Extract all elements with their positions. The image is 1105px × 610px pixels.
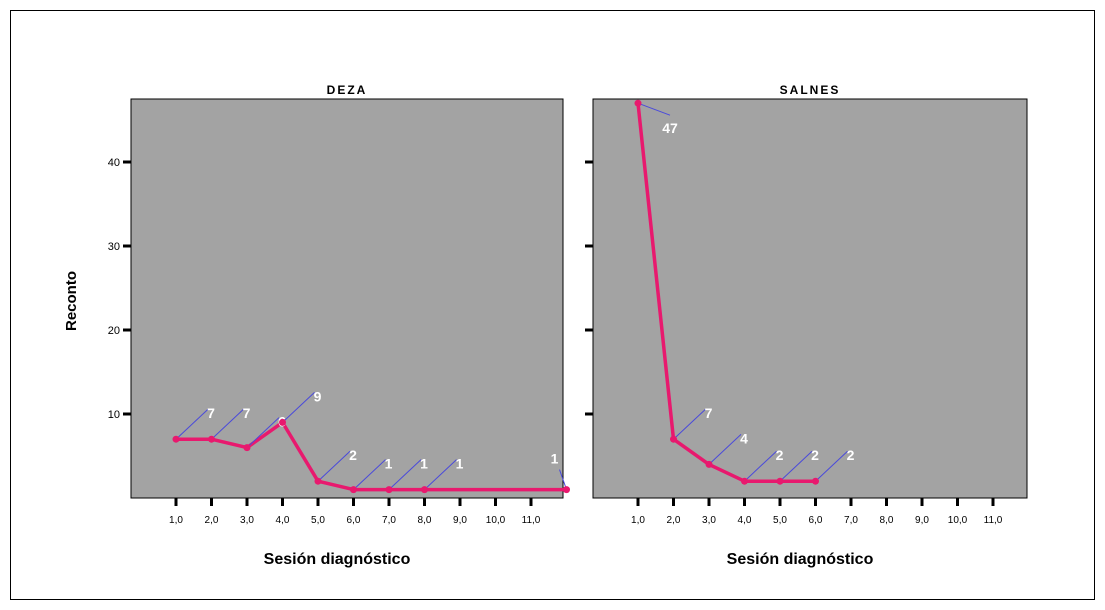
- data-label: 47: [662, 120, 678, 136]
- data-point: [776, 477, 784, 485]
- leader-line: [175, 408, 209, 440]
- x-tick-label: 7,0: [844, 515, 858, 526]
- x-tick-label: 8,0: [418, 515, 432, 526]
- leader-line: [353, 459, 386, 490]
- data-label: 1: [551, 451, 559, 467]
- data-point: [314, 477, 322, 485]
- x-tick-label: 8,0: [880, 515, 894, 526]
- data-label: 4: [740, 430, 748, 446]
- leader-line: [246, 417, 280, 448]
- data-label: 2: [811, 447, 819, 463]
- data-point: [279, 418, 286, 426]
- x-tick-label: 4,0: [738, 515, 752, 526]
- x-tick-label: 5,0: [773, 515, 787, 526]
- x-tick-label: 10,0: [486, 515, 506, 526]
- data-label: 1: [456, 456, 464, 472]
- panel-salnes: SALNES 1,0 2,0 3,0 4,0 5,0 6,0 7,0 8,0 9,0 10,0 11,…: [585, 83, 1028, 568]
- x-tick-label: 10,0: [948, 515, 968, 526]
- chart-panels: DEZA 10 20 30 40 1,0 2,0 3,0 4,0 5,0 6,0 7,0 8,0 9,0 1…: [108, 83, 1028, 568]
- x-tick-label: 9,0: [453, 515, 467, 526]
- leader-line: [559, 469, 567, 490]
- x-tick-label: 6,0: [809, 515, 823, 526]
- data-label: 7: [705, 405, 713, 421]
- leader-line: [211, 408, 244, 440]
- x-tick-label: 3,0: [240, 515, 254, 526]
- data-label: 7: [207, 405, 215, 421]
- x-axis-label: Sesión diagnóstico: [727, 551, 874, 568]
- data-point: [670, 435, 677, 443]
- plot-area: [592, 98, 1028, 499]
- data-label: 2: [847, 447, 855, 463]
- data-label: 7: [243, 405, 251, 421]
- line-chart: Reconto DEZA 10 20 30 40 1,0 2,0 3,0 4,0 5,0 6,0 7,…: [63, 83, 1028, 568]
- x-tick-label: 2,0: [667, 515, 681, 526]
- x-tick-label: 4,0: [276, 515, 290, 526]
- plot-area: [130, 98, 564, 499]
- data-label: 2: [349, 447, 357, 463]
- data-point: [421, 486, 428, 494]
- x-tick-label: 1,0: [631, 515, 645, 526]
- data-point: [172, 435, 180, 443]
- leader-line: [317, 450, 351, 482]
- leader-line: [779, 450, 813, 482]
- data-label: 1: [420, 456, 428, 472]
- data-point: [741, 477, 748, 485]
- x-tick-label: 3,0: [702, 515, 716, 526]
- panel-title: DEZA: [327, 83, 368, 97]
- y-tick-label: 10: [108, 409, 120, 421]
- chart-frame: Reconto DEZA 10 20 30 40 1,0 2,0 3,0 4,0 5,0 6,0 7,…: [10, 10, 1095, 600]
- x-tick-label: 9,0: [915, 515, 929, 526]
- data-point: [385, 486, 393, 494]
- x-tick-label: 7,0: [382, 515, 396, 526]
- leader-line: [673, 408, 706, 440]
- x-tick-label: 11,0: [984, 515, 1003, 526]
- x-tick-label: 2,0: [205, 515, 219, 526]
- x-tick-label: 11,0: [522, 515, 541, 526]
- data-label: 9: [314, 388, 322, 404]
- data-point: [812, 477, 819, 485]
- leader-line: [424, 459, 457, 490]
- x-axis-label: Sesión diagnóstico: [264, 551, 411, 568]
- x-tick-label: 5,0: [311, 515, 325, 526]
- leader-line: [708, 434, 742, 465]
- leader-line: [282, 392, 315, 423]
- leader-line: [637, 102, 671, 116]
- data-point: [243, 444, 251, 452]
- x-tick-label: 1,0: [169, 515, 183, 526]
- y-tick-label: 20: [108, 325, 120, 337]
- data-point: [634, 99, 642, 107]
- data-point: [705, 460, 713, 468]
- panel-title: SALNES: [780, 83, 841, 97]
- leader-line: [388, 459, 422, 490]
- data-label: 1: [385, 456, 393, 472]
- data-point: [208, 435, 215, 443]
- x-tick-label: 6,0: [347, 515, 361, 526]
- data-label: 2: [776, 447, 784, 463]
- leader-line: [815, 450, 848, 482]
- series-line: [636, 103, 816, 483]
- y-axis-label: Reconto: [63, 271, 80, 331]
- data-point: [350, 486, 357, 494]
- leader-line: [744, 450, 777, 482]
- y-tick-label: 40: [108, 157, 120, 169]
- panel-deza: DEZA 10 20 30 40 1,0 2,0 3,0 4,0 5,0 6,0 7,0 8,0 9,0 1…: [108, 83, 570, 568]
- data-point: [563, 486, 570, 494]
- y-tick-label: 30: [108, 241, 120, 253]
